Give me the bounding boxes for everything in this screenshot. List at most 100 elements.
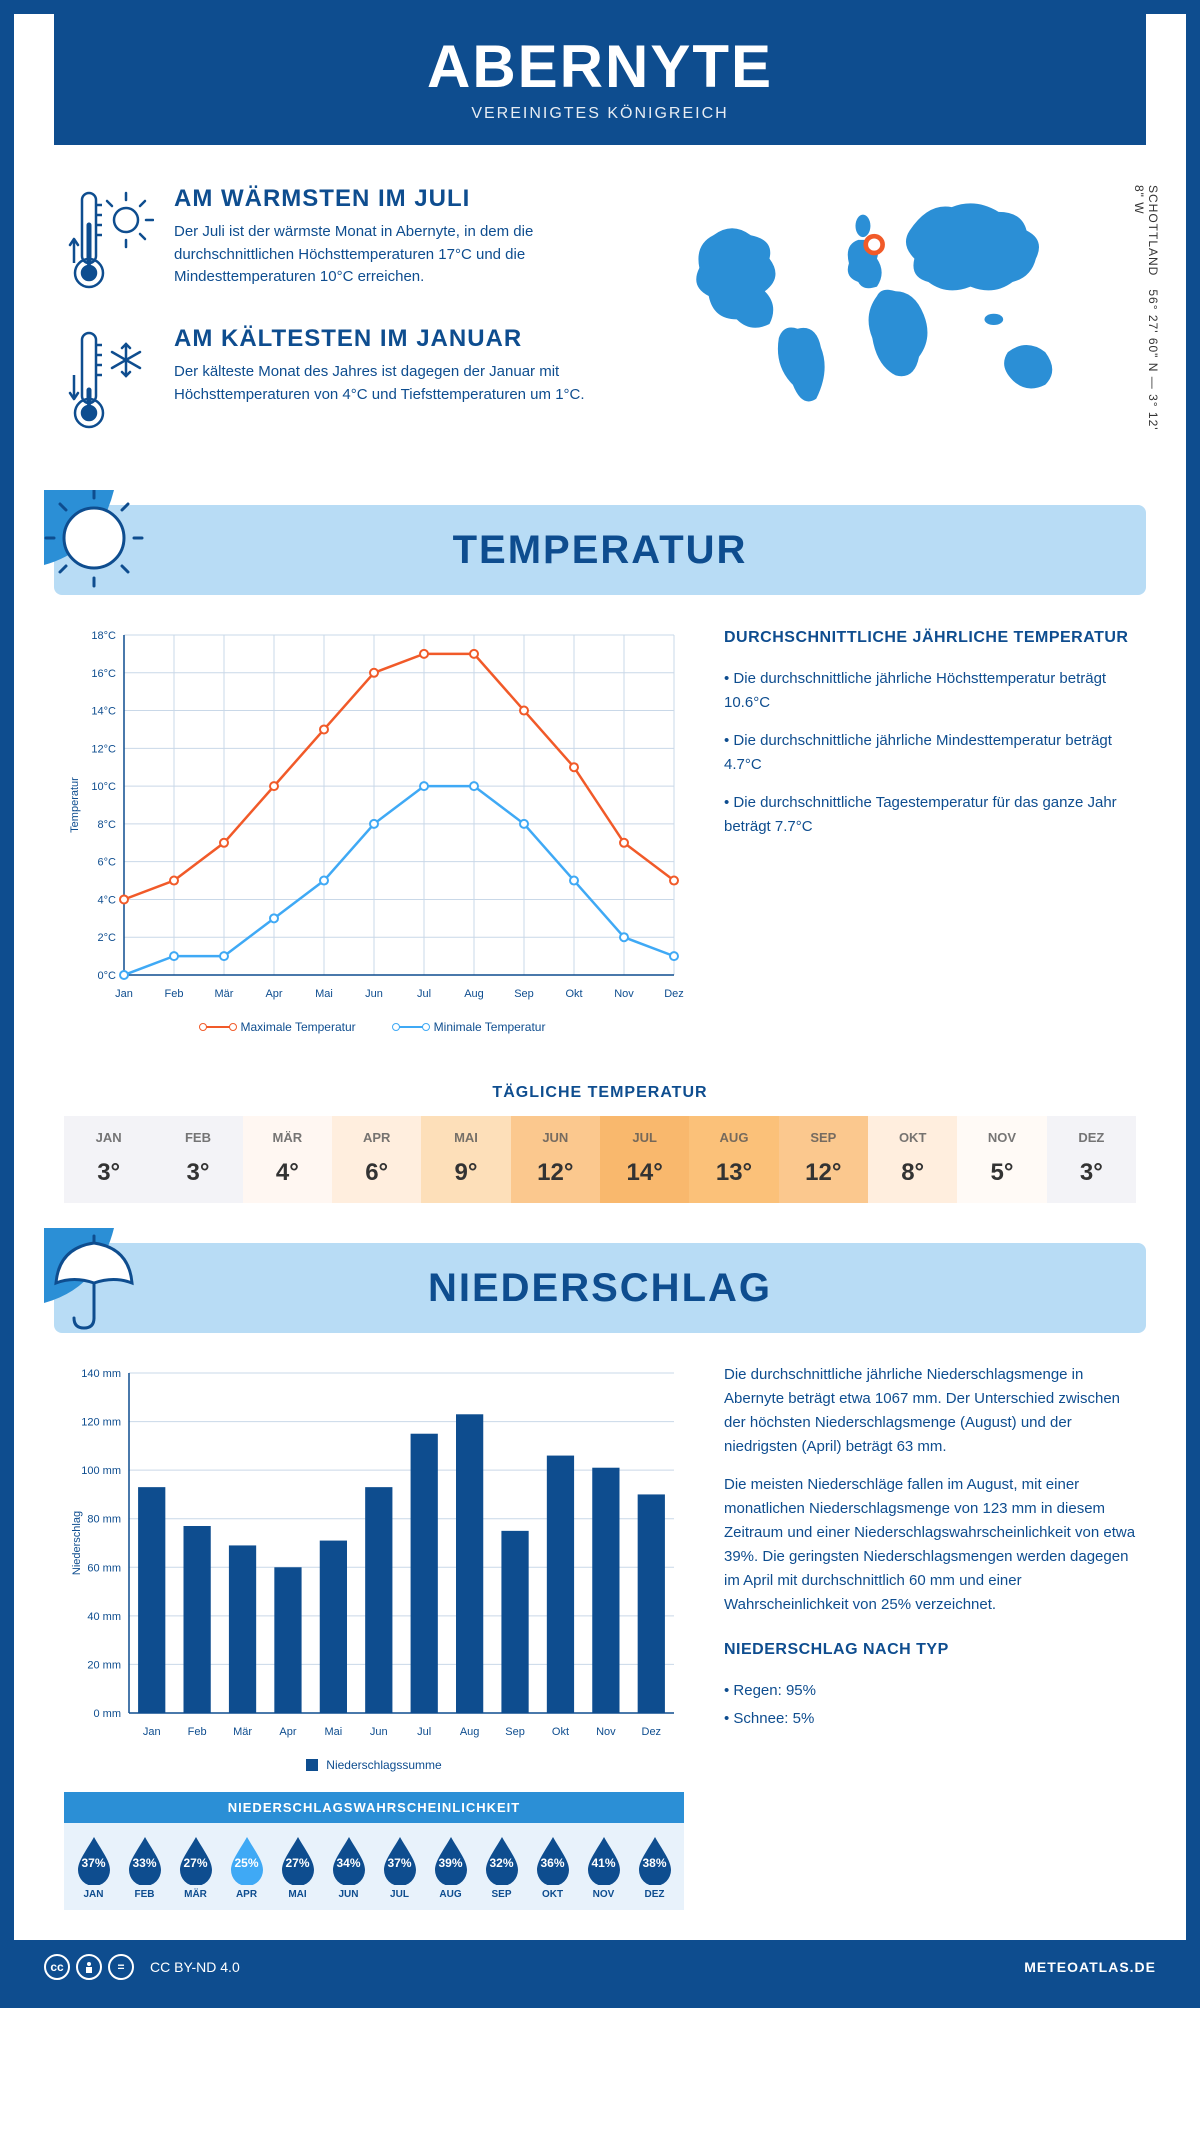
precip-legend: Niederschlagssumme [64, 1758, 684, 1772]
raindrop-icon: 36% [533, 1835, 573, 1885]
daily-cell: SEP12° [779, 1116, 868, 1203]
raindrop-icon: 37% [74, 1835, 114, 1885]
svg-text:0 mm: 0 mm [94, 1708, 122, 1720]
brand-text: METEOATLAS.DE [1024, 1959, 1156, 1975]
svg-text:18°C: 18°C [91, 630, 116, 642]
fact-warmest: AM WÄRMSTEN IM JULI Der Juli ist der wär… [64, 185, 636, 295]
svg-text:Mär: Mär [215, 988, 234, 1000]
svg-text:Sep: Sep [514, 988, 534, 1000]
temp-text: DURCHSCHNITTLICHE JÄHRLICHE TEMPERATUR •… [724, 625, 1136, 1034]
raindrop-icon: 25% [227, 1835, 267, 1885]
license-text: CC BY-ND 4.0 [150, 1959, 240, 1975]
prob-cell: 27% MÄR [170, 1835, 221, 1900]
prob-cell: 34% JUN [323, 1835, 374, 1900]
daily-cell: AUG13° [689, 1116, 778, 1203]
daily-cell: NOV5° [957, 1116, 1046, 1203]
fact-cold-text: Der kälteste Monat des Jahres ist dagege… [174, 361, 636, 406]
svg-text:4°C: 4°C [98, 894, 117, 906]
prob-cell: 41% NOV [578, 1835, 629, 1900]
raindrop-icon: 27% [278, 1835, 318, 1885]
fact-warm-text: Der Juli ist der wärmste Monat in Aberny… [174, 221, 636, 289]
fact-cold-title: AM KÄLTESTEN IM JANUAR [174, 325, 636, 353]
footer: cc = CC BY-ND 4.0 METEOATLAS.DE [14, 1940, 1186, 1994]
daily-cell: MAI9° [421, 1116, 510, 1203]
svg-text:Nov: Nov [614, 988, 634, 1000]
svg-text:Niederschlag: Niederschlag [71, 1511, 83, 1575]
raindrop-icon: 32% [482, 1835, 522, 1885]
daily-cell: JUL14° [600, 1116, 689, 1203]
svg-text:Mai: Mai [325, 1726, 343, 1738]
raindrop-icon: 37% [380, 1835, 420, 1885]
svg-text:Jan: Jan [143, 1726, 161, 1738]
prob-cell: 36% OKT [527, 1835, 578, 1900]
location-title: ABERNYTE [54, 32, 1146, 101]
svg-text:12°C: 12°C [91, 743, 116, 755]
prob-cell: 38% DEZ [629, 1835, 680, 1900]
svg-text:80 mm: 80 mm [87, 1514, 121, 1526]
svg-text:20 mm: 20 mm [87, 1659, 121, 1671]
svg-text:Temperatur: Temperatur [69, 777, 81, 833]
prob-cell: 27% MAI [272, 1835, 323, 1900]
prob-cell: 37% JUL [374, 1835, 425, 1900]
raindrop-icon: 41% [584, 1835, 624, 1885]
svg-text:Apr: Apr [265, 988, 282, 1000]
prob-cell: 37% JAN [68, 1835, 119, 1900]
svg-text:Feb: Feb [165, 988, 184, 1000]
svg-text:Dez: Dez [642, 1726, 662, 1738]
raindrop-icon: 38% [635, 1835, 675, 1885]
svg-text:Jul: Jul [417, 1726, 431, 1738]
svg-text:16°C: 16°C [91, 668, 116, 680]
daily-cell: APR6° [332, 1116, 421, 1203]
daily-cell: JUN12° [511, 1116, 600, 1203]
temperature-line-chart: 0°C2°C4°C6°C8°C10°C12°C14°C16°C18°CJanFe… [64, 625, 684, 1005]
precip-text: Die durchschnittliche jährliche Niedersc… [724, 1363, 1136, 1910]
section-header-temp: TEMPERATUR [54, 505, 1146, 595]
daily-temp-title: TÄGLICHE TEMPERATUR [14, 1084, 1186, 1102]
daily-cell: FEB3° [153, 1116, 242, 1203]
precipitation-bar-chart: 0 mm20 mm40 mm60 mm80 mm100 mm120 mm140 … [64, 1363, 684, 1743]
map-column: SCHOTTLAND 56° 27' 60" N — 3° 12' 8" W [676, 185, 1136, 465]
wind-icon-left [0, 35, 14, 125]
daily-cell: JAN3° [64, 1116, 153, 1203]
svg-text:Jun: Jun [370, 1726, 388, 1738]
section-title-temp: TEMPERATUR [54, 528, 1146, 573]
by-icon [76, 1954, 102, 1980]
svg-text:Nov: Nov [596, 1726, 616, 1738]
svg-text:Jul: Jul [417, 988, 431, 1000]
infographic-frame: ABERNYTE VEREINIGTES KÖNIGREICH [0, 0, 1200, 2008]
precip-chart-row: 0 mm20 mm40 mm60 mm80 mm100 mm120 mm140 … [14, 1363, 1186, 1940]
cc-icon: cc [44, 1954, 70, 1980]
daily-cell: OKT8° [868, 1116, 957, 1203]
prob-cell: 33% FEB [119, 1835, 170, 1900]
svg-text:Okt: Okt [565, 988, 582, 1000]
svg-text:Mär: Mär [233, 1726, 252, 1738]
nd-icon: = [108, 1954, 134, 1980]
svg-text:Aug: Aug [460, 1726, 480, 1738]
location-country: VEREINIGTES KÖNIGREICH [54, 105, 1146, 123]
coordinates: SCHOTTLAND 56° 27' 60" N — 3° 12' 8" W [1132, 185, 1160, 440]
sun-icon [44, 490, 164, 610]
svg-text:8°C: 8°C [98, 819, 117, 831]
thermometer-snow-icon [64, 325, 154, 435]
svg-text:Sep: Sep [505, 1726, 525, 1738]
wind-icon-right [1186, 35, 1200, 125]
daily-cell: MÄR4° [243, 1116, 332, 1203]
umbrella-icon [44, 1228, 164, 1348]
svg-text:Dez: Dez [664, 988, 684, 1000]
svg-text:100 mm: 100 mm [81, 1465, 121, 1477]
svg-text:10°C: 10°C [91, 781, 116, 793]
daily-temp-grid: JAN3°FEB3°MÄR4°APR6°MAI9°JUN12°JUL14°AUG… [64, 1116, 1136, 1203]
svg-text:140 mm: 140 mm [81, 1368, 121, 1380]
svg-text:Aug: Aug [464, 988, 484, 1000]
section-title-precip: NIEDERSCHLAG [54, 1266, 1146, 1311]
svg-text:Jun: Jun [365, 988, 383, 1000]
svg-text:120 mm: 120 mm [81, 1417, 121, 1429]
raindrop-icon: 39% [431, 1835, 471, 1885]
daily-cell: DEZ3° [1047, 1116, 1136, 1203]
svg-text:Feb: Feb [188, 1726, 207, 1738]
fact-warm-title: AM WÄRMSTEN IM JULI [174, 185, 636, 213]
fact-coldest: AM KÄLTESTEN IM JANUAR Der kälteste Mona… [64, 325, 636, 435]
prob-cell: 32% SEP [476, 1835, 527, 1900]
svg-text:Apr: Apr [279, 1726, 296, 1738]
svg-text:14°C: 14°C [91, 706, 116, 718]
